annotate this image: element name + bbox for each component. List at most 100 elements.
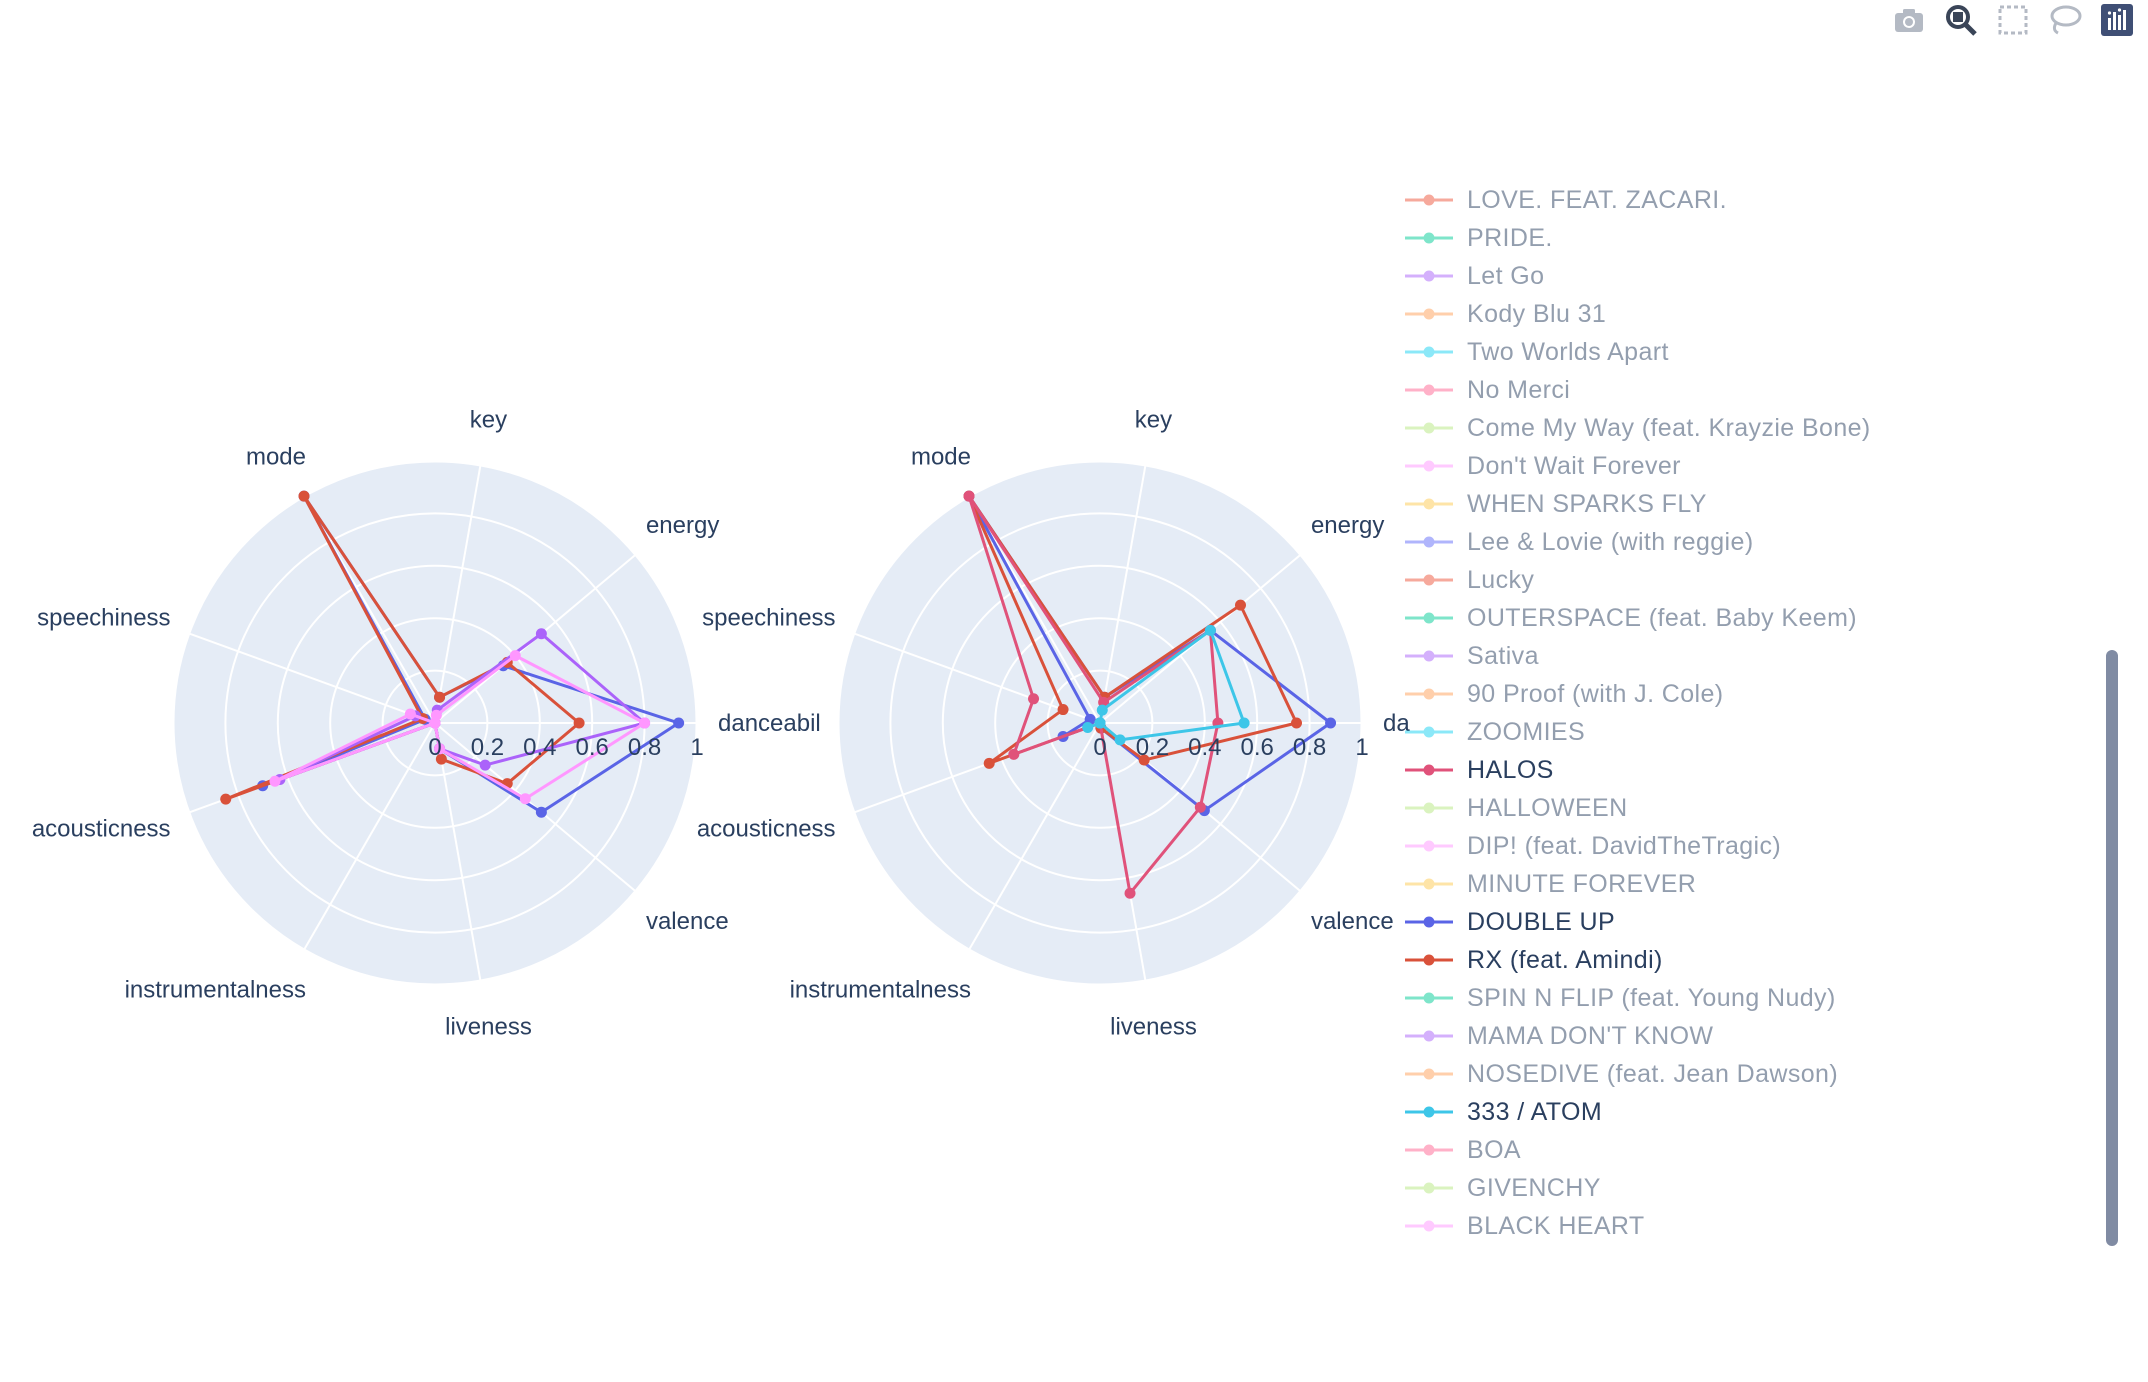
- legend-label: WHEN SPARKS FLY: [1467, 489, 1707, 518]
- data-point-valence[interactable]: [1138, 754, 1150, 766]
- legend-label: HALOS: [1467, 755, 1554, 784]
- legend-line-marker-icon: [1405, 1106, 1453, 1118]
- legend-label: PRIDE.: [1467, 223, 1553, 252]
- legend-item[interactable]: Sativa: [1395, 637, 1539, 675]
- series-4[interactable]: [269, 650, 651, 805]
- legend-item[interactable]: Let Go: [1395, 257, 1544, 295]
- data-point-acousticness[interactable]: [269, 775, 281, 787]
- legend-item[interactable]: ZOOMIES: [1395, 713, 1585, 751]
- data-point-key[interactable]: [1096, 704, 1108, 716]
- legend-item[interactable]: GIVENCHY: [1395, 1169, 1601, 1207]
- data-point-danceability[interactable]: [673, 717, 685, 729]
- radial-tick-label: 0.4: [1188, 734, 1221, 761]
- legend-label: Two Worlds Apart: [1467, 337, 1669, 366]
- legend-item[interactable]: DIP! (feat. DavidTheTragic): [1395, 827, 1781, 865]
- legend-item[interactable]: MAMA DON'T KNOW: [1395, 1017, 1713, 1055]
- axis-label-liveness: liveness: [1110, 1013, 1197, 1040]
- legend-item[interactable]: PRIDE.: [1395, 219, 1553, 257]
- radial-tick-label: 1: [690, 734, 703, 761]
- data-point-energy[interactable]: [509, 650, 521, 662]
- legend-line-marker-icon: [1405, 270, 1453, 282]
- data-point-instrumentalness[interactable]: [429, 717, 441, 729]
- data-point-mode[interactable]: [298, 490, 310, 502]
- data-point-valence[interactable]: [535, 806, 547, 818]
- legend-item[interactable]: Come My Way (feat. Krayzie Bone): [1395, 409, 1871, 447]
- series-3[interactable]: [963, 490, 1224, 899]
- legend-line-marker-icon: [1405, 878, 1453, 890]
- legend-item[interactable]: SPIN N FLIP (feat. Young Nudy): [1395, 979, 1836, 1017]
- legend-item[interactable]: OUTERSPACE (feat. Baby Keem): [1395, 599, 1857, 637]
- data-point-energy[interactable]: [535, 628, 547, 640]
- series-line[interactable]: [967, 494, 1333, 813]
- legend-item[interactable]: BLACK HEART: [1395, 1207, 1645, 1245]
- legend-line-marker-icon: [1405, 802, 1453, 814]
- data-point-danceability[interactable]: [573, 717, 585, 729]
- zoom-icon[interactable]: [1942, 1, 1980, 39]
- legend-label: Lucky: [1467, 565, 1535, 594]
- camera-icon[interactable]: [1890, 1, 1928, 39]
- data-point-speechiness[interactable]: [1057, 704, 1069, 716]
- legend-label: Come My Way (feat. Krayzie Bone): [1467, 413, 1871, 442]
- box-select-icon[interactable]: [1994, 1, 2032, 39]
- data-point-valence[interactable]: [479, 759, 491, 771]
- data-point-key[interactable]: [434, 691, 446, 703]
- series-line[interactable]: [967, 494, 1220, 895]
- legend-item[interactable]: 333 / ATOM: [1395, 1093, 1602, 1131]
- data-point-acousticness[interactable]: [220, 793, 232, 805]
- data-point-danceability[interactable]: [1291, 717, 1302, 729]
- legend-item[interactable]: Two Worlds Apart: [1395, 333, 1669, 371]
- legend-line-marker-icon: [1405, 688, 1453, 700]
- axis-label-instrumentalness: instrumentalness: [790, 977, 971, 1004]
- legend-item[interactable]: NOSEDIVE (feat. Jean Dawson): [1395, 1055, 1838, 1093]
- data-point-valence[interactable]: [1114, 734, 1126, 746]
- data-point-acousticness[interactable]: [1082, 721, 1094, 733]
- series-line[interactable]: [273, 654, 647, 801]
- data-point-mode[interactable]: [963, 490, 975, 502]
- data-point-liveness[interactable]: [435, 753, 447, 765]
- data-point-danceability[interactable]: [1325, 717, 1337, 729]
- legend-item[interactable]: Lee & Lovie (with reggie): [1395, 523, 1754, 561]
- legend-item[interactable]: Don't Wait Forever: [1395, 447, 1681, 485]
- data-point-acousticness[interactable]: [1008, 748, 1020, 760]
- data-point-valence[interactable]: [1194, 801, 1206, 813]
- plotly-logo-icon[interactable]: [2098, 1, 2136, 39]
- axis-label-acousticness: acousticness: [32, 815, 171, 842]
- lasso-icon[interactable]: [2046, 1, 2084, 39]
- legend-label: No Merci: [1467, 375, 1571, 404]
- legend-scrollbar[interactable]: [2106, 650, 2118, 1246]
- legend-label: MINUTE FOREVER: [1467, 869, 1697, 898]
- legend-item[interactable]: Kody Blu 31: [1395, 295, 1606, 333]
- legend-label: ZOOMIES: [1467, 717, 1586, 746]
- data-point-speechiness[interactable]: [1028, 693, 1040, 705]
- angular-gridline: [303, 722, 436, 951]
- legend-item[interactable]: Lucky: [1395, 561, 1534, 599]
- legend-item[interactable]: HALLOWEEN: [1395, 789, 1628, 827]
- data-point-energy[interactable]: [1204, 624, 1216, 636]
- data-point-liveness[interactable]: [1124, 887, 1136, 899]
- legend-item[interactable]: MINUTE FOREVER: [1395, 865, 1696, 903]
- data-point-energy[interactable]: [1234, 599, 1246, 611]
- series-line[interactable]: [278, 632, 647, 781]
- legend-item[interactable]: LOVE. FEAT. ZACARI.: [1395, 182, 1727, 219]
- data-point-acousticness[interactable]: [983, 757, 995, 769]
- series-4[interactable]: [1082, 624, 1250, 746]
- legend-item[interactable]: RX (feat. Amindi): [1395, 941, 1663, 979]
- data-point-liveness[interactable]: [1094, 717, 1106, 729]
- legend-item[interactable]: 90 Proof (with J. Cole): [1395, 675, 1724, 713]
- legend-line-marker-icon: [1405, 460, 1453, 472]
- data-point-liveness[interactable]: [434, 743, 446, 755]
- data-point-valence[interactable]: [519, 793, 531, 805]
- legend-item[interactable]: No Merci: [1395, 371, 1570, 409]
- data-point-danceability[interactable]: [639, 717, 651, 729]
- data-point-speechiness[interactable]: [404, 708, 416, 720]
- legend-item[interactable]: WHEN SPARKS FLY: [1395, 485, 1707, 523]
- legend-item[interactable]: HALOS: [1395, 751, 1554, 789]
- radial-tick-label: 0.6: [576, 734, 609, 761]
- legend-item[interactable]: BOA: [1395, 1131, 1521, 1169]
- legend-item[interactable]: DOUBLE UP: [1395, 903, 1615, 941]
- legend-line-marker-icon: [1405, 498, 1453, 510]
- axis-label-liveness: liveness: [445, 1013, 532, 1040]
- data-point-danceability[interactable]: [1238, 717, 1250, 729]
- legend-line-marker-icon: [1405, 992, 1453, 1004]
